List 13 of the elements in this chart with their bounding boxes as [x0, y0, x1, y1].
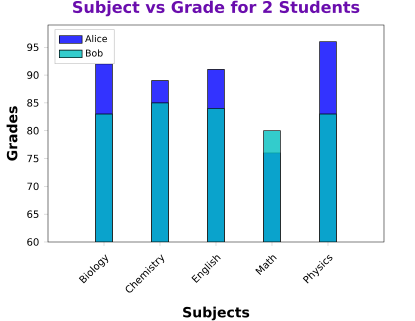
y-tick-label: 65 — [27, 210, 38, 218]
y-tick-label: 80 — [27, 126, 39, 134]
y-axis-title: Grades — [6, 106, 18, 161]
y-tick-label: 90 — [27, 71, 39, 79]
y-tick-label: 95 — [27, 43, 38, 52]
y-tick-label: 60 — [27, 238, 39, 246]
legend-label: Bob — [86, 49, 103, 57]
chart-title: Subject vs Grade for 2 Students — [73, 0, 360, 16]
y-tick-label: 85 — [27, 99, 38, 107]
legend-label: Alice — [85, 34, 108, 42]
y-tick-label: 75 — [27, 154, 38, 162]
x-axis-title: Subjects — [183, 306, 250, 320]
y-tick-label: 70 — [27, 182, 39, 190]
